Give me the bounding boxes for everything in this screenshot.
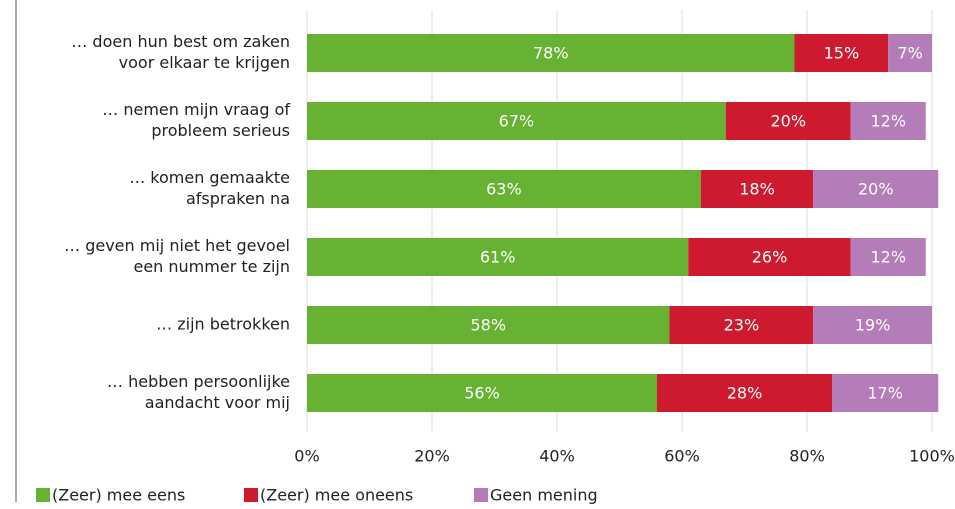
- bar-segment: [725, 102, 851, 140]
- data-label: 78%: [533, 44, 569, 63]
- data-label: 18%: [739, 180, 775, 199]
- legend-label: Geen mening: [490, 486, 598, 505]
- category-label: … geven mij niet het gevoel: [64, 236, 290, 255]
- data-label: 15%: [824, 44, 860, 63]
- data-label: 58%: [470, 316, 506, 335]
- x-tick-label: 0%: [294, 447, 319, 466]
- category-label: een nummer te zijn: [133, 257, 290, 276]
- data-label: 67%: [499, 112, 535, 131]
- data-label: 12%: [870, 112, 906, 131]
- data-label: 7%: [897, 44, 922, 63]
- legend-swatch: [244, 488, 258, 502]
- bar-segment: [888, 34, 932, 72]
- data-label: 26%: [752, 248, 788, 267]
- category-label: afspraken na: [186, 189, 290, 208]
- x-tick-label: 40%: [539, 447, 575, 466]
- category-label: probleem serieus: [151, 121, 290, 140]
- bar-segment: [307, 306, 670, 344]
- category-label: … hebben persoonlijke: [107, 372, 290, 391]
- category-label: voor elkaar te krijgen: [119, 53, 290, 72]
- category-label: … zijn betrokken: [156, 315, 290, 334]
- category-label: … doen hun best om zaken: [71, 32, 290, 51]
- data-label: 28%: [727, 384, 763, 403]
- bar-segment: [813, 306, 932, 344]
- bar-segment: [688, 238, 851, 276]
- bar-segment: [794, 34, 889, 72]
- bar-segment: [307, 238, 689, 276]
- x-tick-label: 100%: [909, 447, 955, 466]
- data-label: 20%: [770, 112, 806, 131]
- bar-segment: [307, 170, 701, 208]
- data-label: 23%: [724, 316, 760, 335]
- data-label: 12%: [870, 248, 906, 267]
- data-label: 20%: [858, 180, 894, 199]
- category-label: … nemen mijn vraag of: [102, 100, 290, 119]
- bar-segment: [813, 170, 939, 208]
- data-label: 19%: [855, 316, 891, 335]
- data-label: 56%: [464, 384, 500, 403]
- bar-segment: [850, 102, 926, 140]
- legend-label: (Zeer) mee eens: [52, 486, 185, 505]
- bar-segment: [307, 34, 795, 72]
- bar-segment: [307, 102, 726, 140]
- category-label: … komen gemaakte: [129, 168, 290, 187]
- legend-label: (Zeer) mee oneens: [260, 486, 413, 505]
- x-tick-label: 60%: [664, 447, 700, 466]
- legend-swatch: [36, 488, 50, 502]
- x-tick-label: 80%: [789, 447, 825, 466]
- bar-segment: [669, 306, 814, 344]
- bar-segment: [657, 374, 832, 412]
- legend-swatch: [474, 488, 488, 502]
- bar-segment: [850, 238, 926, 276]
- data-label: 63%: [486, 180, 522, 199]
- bar-segment: [307, 374, 657, 412]
- data-label: 17%: [867, 384, 903, 403]
- category-label: aandacht voor mij: [145, 393, 290, 412]
- bar-segment: [832, 374, 939, 412]
- bar-segment: [700, 170, 814, 208]
- x-tick-label: 20%: [414, 447, 450, 466]
- data-label: 61%: [480, 248, 516, 267]
